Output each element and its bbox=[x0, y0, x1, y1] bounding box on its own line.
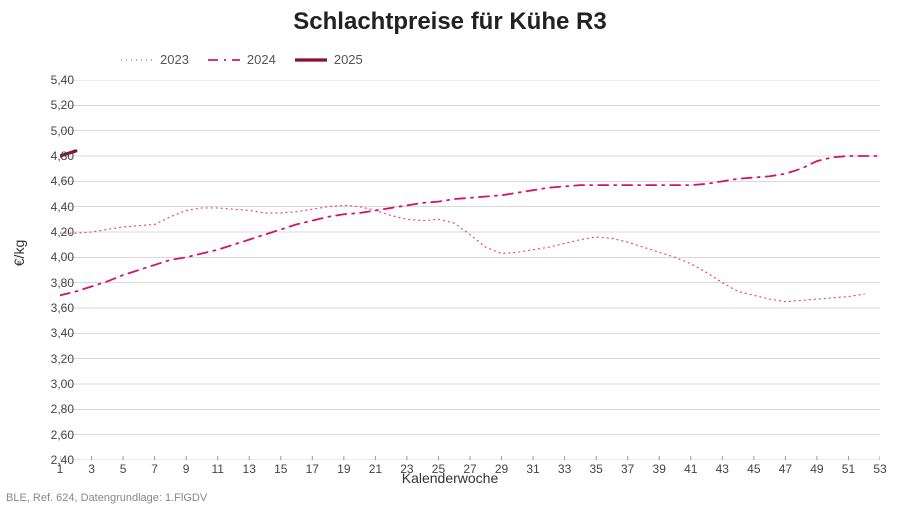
footnote: BLE, Ref. 624, Datengrundlage: 1.FlGDV bbox=[6, 492, 207, 504]
ytick-label: 4,00 bbox=[34, 250, 74, 264]
ytick-label: 4,80 bbox=[34, 149, 74, 163]
xtick-label: 11 bbox=[211, 462, 223, 476]
xtick-label: 33 bbox=[558, 462, 571, 476]
ytick-label: 3,60 bbox=[34, 301, 74, 315]
xtick-label: 49 bbox=[810, 462, 823, 476]
chart-container: Schlachtpreise für Kühe R3 202320242025 … bbox=[0, 0, 900, 506]
ytick-label: 4,40 bbox=[34, 200, 74, 214]
ytick-label: 2,60 bbox=[34, 428, 74, 442]
legend-item-2024: 2024 bbox=[207, 52, 276, 67]
xtick-label: 39 bbox=[653, 462, 666, 476]
legend-label: 2023 bbox=[160, 52, 189, 67]
xtick-label: 21 bbox=[369, 462, 382, 476]
xtick-label: 51 bbox=[842, 462, 855, 476]
y-axis-label: €/kg bbox=[11, 240, 27, 266]
xtick-label: 25 bbox=[432, 462, 445, 476]
x-axis-label: Kalenderwoche bbox=[0, 470, 900, 486]
xtick-label: 53 bbox=[873, 462, 886, 476]
ytick-label: 5,40 bbox=[34, 73, 74, 87]
legend-swatch-icon bbox=[207, 54, 241, 66]
xtick-label: 43 bbox=[716, 462, 729, 476]
legend-swatch-icon bbox=[294, 54, 328, 66]
xtick-label: 19 bbox=[337, 462, 350, 476]
xtick-label: 37 bbox=[621, 462, 634, 476]
ytick-label: 2,80 bbox=[34, 402, 74, 416]
series-2023 bbox=[60, 205, 864, 301]
legend-item-2023: 2023 bbox=[120, 52, 189, 67]
legend-swatch-icon bbox=[120, 54, 154, 66]
series-2024 bbox=[60, 156, 880, 295]
xtick-label: 31 bbox=[526, 462, 539, 476]
xtick-label: 1 bbox=[57, 462, 64, 476]
xtick-label: 7 bbox=[151, 462, 158, 476]
legend-label: 2025 bbox=[334, 52, 363, 67]
xtick-label: 35 bbox=[589, 462, 602, 476]
xtick-label: 47 bbox=[779, 462, 792, 476]
plot-area bbox=[60, 80, 880, 460]
xtick-label: 45 bbox=[747, 462, 760, 476]
legend-label: 2024 bbox=[247, 52, 276, 67]
legend: 2023 2024 2025 bbox=[120, 52, 363, 67]
xtick-label: 17 bbox=[306, 462, 319, 476]
ytick-label: 3,00 bbox=[34, 377, 74, 391]
xtick-label: 23 bbox=[400, 462, 413, 476]
xtick-label: 27 bbox=[463, 462, 476, 476]
xtick-label: 41 bbox=[684, 462, 697, 476]
legend-item-2025: 2025 bbox=[294, 52, 363, 67]
ytick-label: 5,00 bbox=[34, 124, 74, 138]
ytick-label: 3,80 bbox=[34, 276, 74, 290]
chart-title: Schlachtpreise für Kühe R3 bbox=[0, 8, 900, 36]
xtick-label: 13 bbox=[243, 462, 256, 476]
ytick-label: 3,20 bbox=[34, 352, 74, 366]
xtick-label: 5 bbox=[120, 462, 127, 476]
xtick-label: 29 bbox=[495, 462, 508, 476]
ytick-label: 5,20 bbox=[34, 98, 74, 112]
xtick-label: 9 bbox=[183, 462, 190, 476]
xtick-label: 15 bbox=[274, 462, 287, 476]
xtick-label: 3 bbox=[88, 462, 95, 476]
ytick-label: 4,20 bbox=[34, 225, 74, 239]
ytick-label: 3,40 bbox=[34, 326, 74, 340]
ytick-label: 4,60 bbox=[34, 174, 74, 188]
ytick-label: 2,40 bbox=[34, 453, 74, 467]
